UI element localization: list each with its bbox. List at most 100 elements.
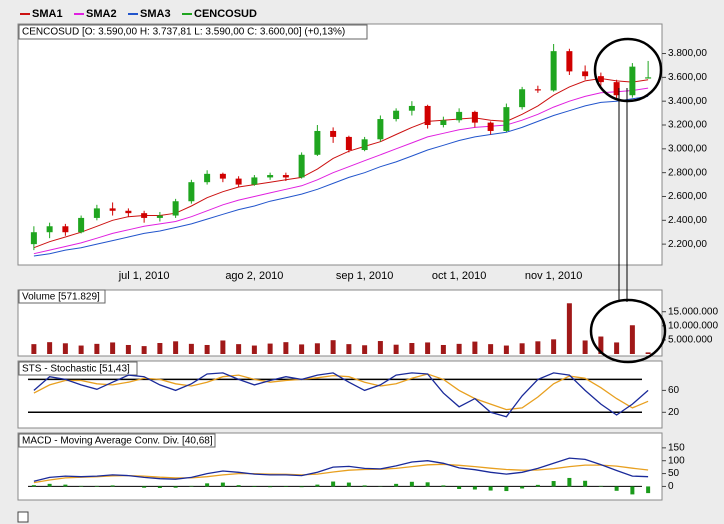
volume-bar	[94, 343, 100, 354]
volume-bar	[141, 346, 147, 354]
y-tick-label: 5.000.000	[668, 335, 713, 346]
y-tick-label: 50	[668, 468, 680, 479]
info-label: CENCOSUD [O: 3.590,00 H: 3.737,81 L: 3.5…	[22, 27, 345, 38]
volume-bar	[330, 340, 336, 354]
histogram-bar	[157, 486, 162, 488]
histogram-bar	[142, 486, 147, 488]
y-tick-label: 3.200,00	[668, 120, 707, 131]
candle-body	[408, 105, 415, 111]
histogram-bar	[47, 483, 52, 487]
candle-body	[487, 122, 494, 131]
candle-body	[534, 89, 541, 91]
volume-bar	[267, 343, 273, 354]
histogram-bar	[220, 482, 225, 487]
x-tick-label: sep 1, 2010	[336, 270, 394, 282]
histogram-bar	[646, 486, 651, 494]
line	[33, 87, 649, 255]
candle-body	[519, 89, 526, 108]
highlight-circle	[593, 37, 663, 103]
info-box	[18, 24, 368, 40]
histogram-bar	[236, 485, 241, 487]
y-tick-label: 2.400,00	[668, 215, 707, 226]
histogram-bar	[583, 480, 588, 487]
candle-body	[613, 82, 620, 96]
histogram-bar	[630, 486, 635, 495]
volume-bar	[362, 345, 368, 354]
volume-bar	[346, 344, 352, 354]
volume-bar	[519, 343, 525, 354]
volume-bar	[377, 341, 383, 354]
volume-bar	[78, 345, 84, 354]
y-tick-label: 2.200,00	[668, 239, 707, 250]
panel-title: STS - Stochastic [51,43]	[22, 364, 130, 375]
volume-bar	[188, 343, 194, 354]
price-panel	[17, 23, 663, 266]
y-tick-label: 20	[668, 407, 680, 418]
volume-bar	[440, 344, 446, 354]
y-tick-label: 0	[668, 481, 674, 492]
line	[33, 373, 649, 411]
x-tick-label: ago 2, 2010	[225, 270, 283, 282]
volume-bar	[299, 344, 305, 354]
histogram-bar	[205, 483, 210, 487]
line	[33, 457, 649, 482]
panel-title: MACD - Moving Average Conv. Div. [40,68]	[22, 436, 213, 447]
volume-bar	[173, 341, 179, 354]
candle-body	[188, 182, 195, 202]
candle-body	[204, 173, 211, 183]
candle-body	[156, 215, 163, 218]
line	[33, 77, 649, 249]
candle-body	[109, 208, 116, 211]
histogram-bar	[551, 481, 556, 487]
candle-body	[219, 173, 226, 179]
histogram-bar	[394, 483, 399, 487]
histogram-bar	[409, 481, 414, 487]
volume-bar	[393, 344, 399, 354]
candle-body	[377, 119, 384, 140]
volume-bar	[283, 342, 289, 354]
corner-icon	[17, 511, 29, 523]
candle-body	[424, 105, 431, 126]
legend-label: SMA1	[32, 8, 63, 20]
candle-body	[550, 51, 557, 91]
volume-bar	[251, 345, 257, 354]
histogram-bar	[535, 484, 540, 487]
histogram-bar	[94, 485, 99, 487]
candle-body	[503, 107, 510, 131]
legend-label: CENCOSUD	[194, 8, 257, 20]
histogram-bar	[441, 485, 446, 487]
candle-body	[235, 178, 242, 185]
candle-body	[566, 51, 573, 72]
candle-body	[345, 136, 352, 151]
histogram-bar	[31, 485, 36, 487]
candle-body	[393, 110, 400, 120]
histogram-bar	[346, 482, 351, 487]
candle-body	[282, 175, 289, 178]
candle-body	[251, 177, 258, 185]
volume-bar	[503, 345, 509, 354]
candle-body	[78, 217, 85, 233]
volume-bar	[314, 343, 320, 354]
volume-bar	[598, 336, 604, 354]
volume-bar	[425, 342, 431, 354]
x-tick-label: jul 1, 2010	[118, 270, 170, 282]
histogram-bar	[189, 485, 194, 487]
volume-bar	[629, 325, 635, 354]
candle-body	[582, 71, 589, 77]
histogram-bar	[315, 484, 320, 487]
histogram-bar	[520, 486, 525, 489]
histogram-bar	[598, 485, 603, 487]
candle-body	[141, 213, 148, 218]
y-tick-label: 3.400,00	[668, 96, 707, 107]
histogram-bar	[63, 484, 68, 487]
volume-bar	[204, 344, 210, 354]
x-tick-label: oct 1, 2010	[432, 270, 486, 282]
histogram-bar	[79, 485, 84, 487]
volume-bar	[535, 341, 541, 354]
histogram-bar	[283, 486, 288, 487]
histogram-bar	[425, 482, 430, 487]
volume-bar	[645, 352, 651, 354]
candle-body	[645, 77, 652, 79]
volume-bar	[157, 343, 163, 354]
